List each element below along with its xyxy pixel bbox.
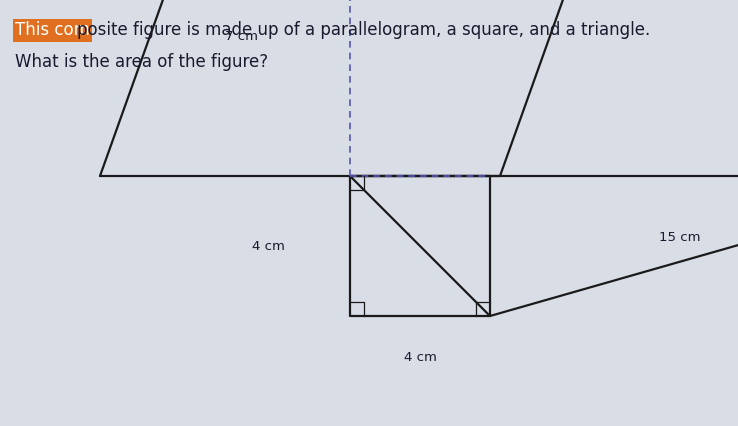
Text: This com: This com <box>15 21 90 39</box>
Text: 4 cm: 4 cm <box>404 351 436 364</box>
Text: posite figure is made up of a parallelogram, a square, and a triangle.: posite figure is made up of a parallelog… <box>77 21 650 39</box>
Text: What is the area of the figure?: What is the area of the figure? <box>15 53 268 71</box>
Text: 7 cm: 7 cm <box>225 29 258 43</box>
Text: 15 cm: 15 cm <box>659 231 701 244</box>
Text: 4 cm: 4 cm <box>252 239 285 253</box>
